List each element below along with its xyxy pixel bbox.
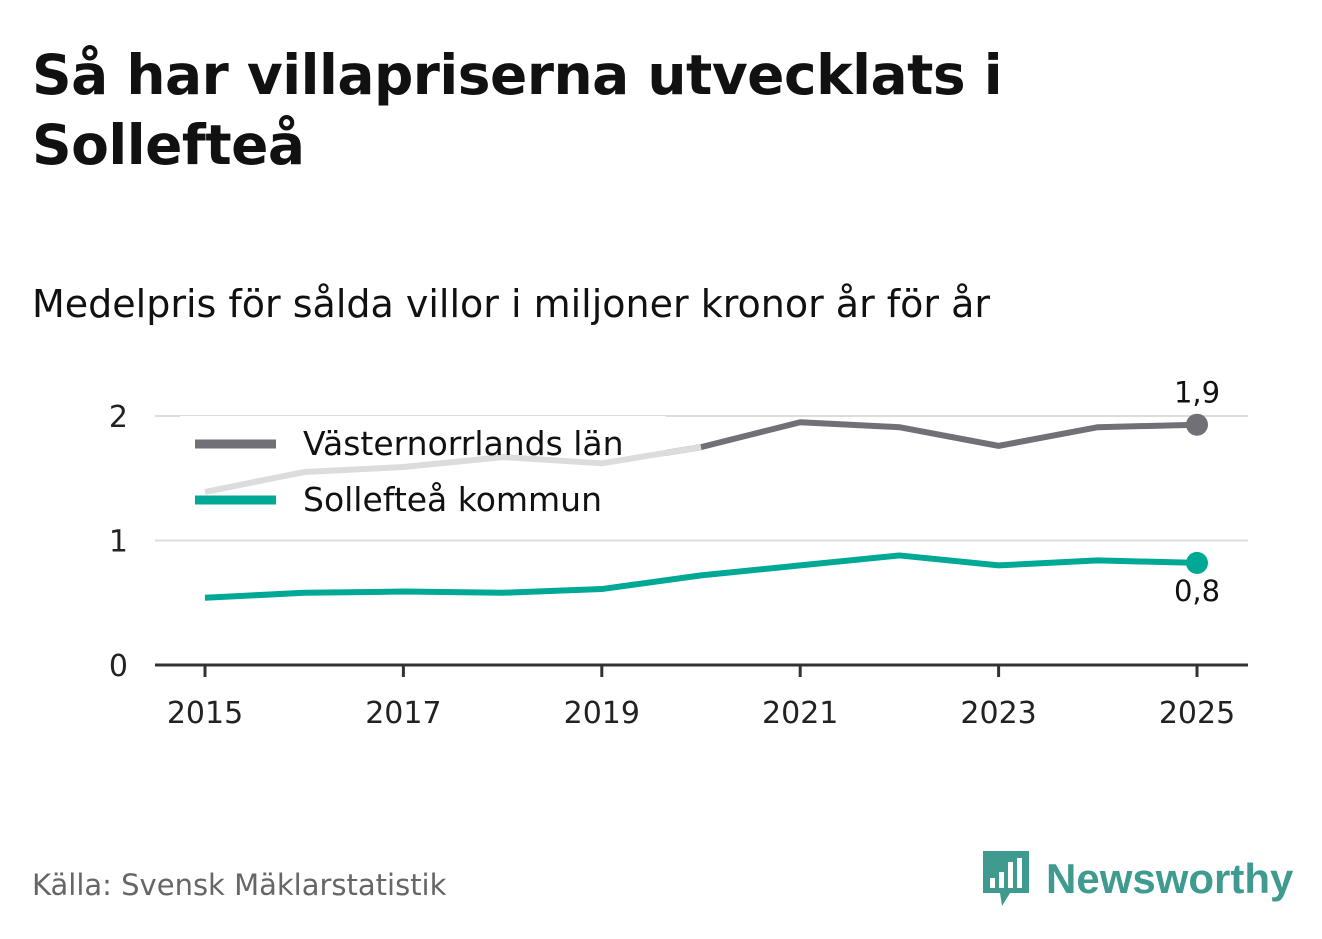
y-tick-label-1: 1 [109, 525, 128, 560]
source-note: Källa: Svensk Mäklarstatistik [32, 868, 447, 902]
x-tick-label-2023: 2023 [960, 696, 1036, 731]
line-chart: 0 1 2 2015 2017 2019 2021 2023 2025 Västernorrl… [109, 376, 1248, 731]
end-point-vasternorrland [1186, 413, 1208, 436]
end-point-solleftea [1186, 551, 1208, 574]
x-tick-label-2015: 2015 [167, 696, 243, 731]
end-label-solleftea: 0,8 [1174, 574, 1220, 608]
y-tick-label-2: 2 [109, 400, 128, 435]
end-labels: 1,9 0,8 [1174, 376, 1220, 608]
x-tick-label-2025: 2025 [1159, 696, 1235, 731]
newsworthy-logo[interactable]: Newsworthy [980, 848, 1293, 910]
legend-background [180, 416, 666, 526]
legend-label-solleftea: Sollefteå kommun [303, 480, 602, 519]
x-tick-label-2017: 2017 [365, 696, 441, 731]
series-line-solleftea [204, 552, 1198, 601]
y-axis-ticks: 0 1 2 [109, 400, 128, 684]
x-tick-label-2019: 2019 [564, 696, 640, 731]
y-tick-label-0: 0 [109, 649, 128, 684]
chart-title: Så har villapriserna utvecklats i Sollef… [32, 43, 1003, 177]
brand-name: Newsworthy [1046, 855, 1294, 902]
x-tick-label-2021: 2021 [762, 696, 838, 731]
legend-label-vasternorrland: Västernorrlands län [303, 424, 624, 463]
x-axis-ticks: 2015 2017 2019 2021 2023 2025 [167, 665, 1235, 731]
chart-subtitle: Medelpris för sålda villor i miljoner kr… [32, 282, 991, 326]
legend: Västernorrlands län Sollefteå kommun [195, 424, 624, 519]
series-line-vasternorrland-faded [204, 444, 702, 495]
series-solleftea [204, 444, 1208, 601]
bar-chart-speech-bubble-icon [983, 851, 1029, 906]
end-label-vasternorrland: 1,9 [1174, 376, 1220, 410]
